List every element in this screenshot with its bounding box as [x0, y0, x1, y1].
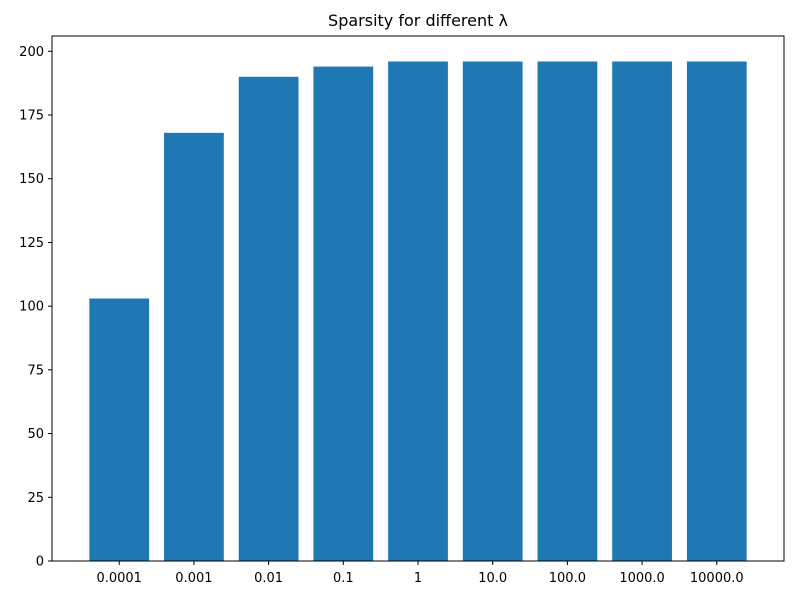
x-tick-label-100.0: 100.0 — [549, 571, 586, 586]
bar-100.0 — [537, 61, 598, 562]
y-tick-label-50: 50 — [27, 427, 44, 442]
chart-title: Sparsity for different λ — [328, 11, 508, 30]
y-tick-label-175: 175 — [19, 109, 44, 124]
y-tick-label-25: 25 — [27, 491, 44, 506]
y-tick-label-0: 0 — [36, 555, 44, 570]
y-tick-label-200: 200 — [19, 45, 44, 60]
y-axis: 0 25 50 75 100 125 150 175 200 — [19, 45, 52, 570]
y-tick-label-100: 100 — [19, 300, 44, 315]
bar-10000.0 — [686, 61, 747, 562]
plot-frame — [51, 35, 785, 562]
bar-0.0001 — [89, 298, 150, 561]
y-tick-label-150: 150 — [19, 172, 44, 187]
bars-group — [89, 61, 747, 562]
bar-0.1 — [313, 66, 374, 561]
bar-10.0 — [462, 61, 523, 562]
x-tick-label-10000.0: 10000.0 — [690, 571, 744, 586]
x-tick-label-0.01: 0.01 — [254, 571, 283, 586]
x-tick-label-1: 1 — [414, 571, 422, 586]
x-tick-label-0.0001: 0.0001 — [96, 571, 142, 586]
y-tick-label-125: 125 — [19, 236, 44, 251]
bar-1 — [388, 61, 448, 562]
y-tick-label-75: 75 — [27, 363, 44, 378]
x-axis: 0.0001 0.001 0.01 0.1 1 10.0 100.0 1000.0 10000.… — [96, 561, 744, 586]
bar-0.01 — [238, 76, 299, 561]
bar-1000.0 — [612, 61, 672, 562]
bar-0.001 — [164, 132, 224, 561]
x-tick-label-10.0: 10.0 — [478, 571, 507, 586]
x-tick-label-1000.0: 1000.0 — [619, 571, 665, 586]
x-tick-label-0.001: 0.001 — [175, 571, 212, 586]
x-tick-label-0.1: 0.1 — [333, 571, 354, 586]
